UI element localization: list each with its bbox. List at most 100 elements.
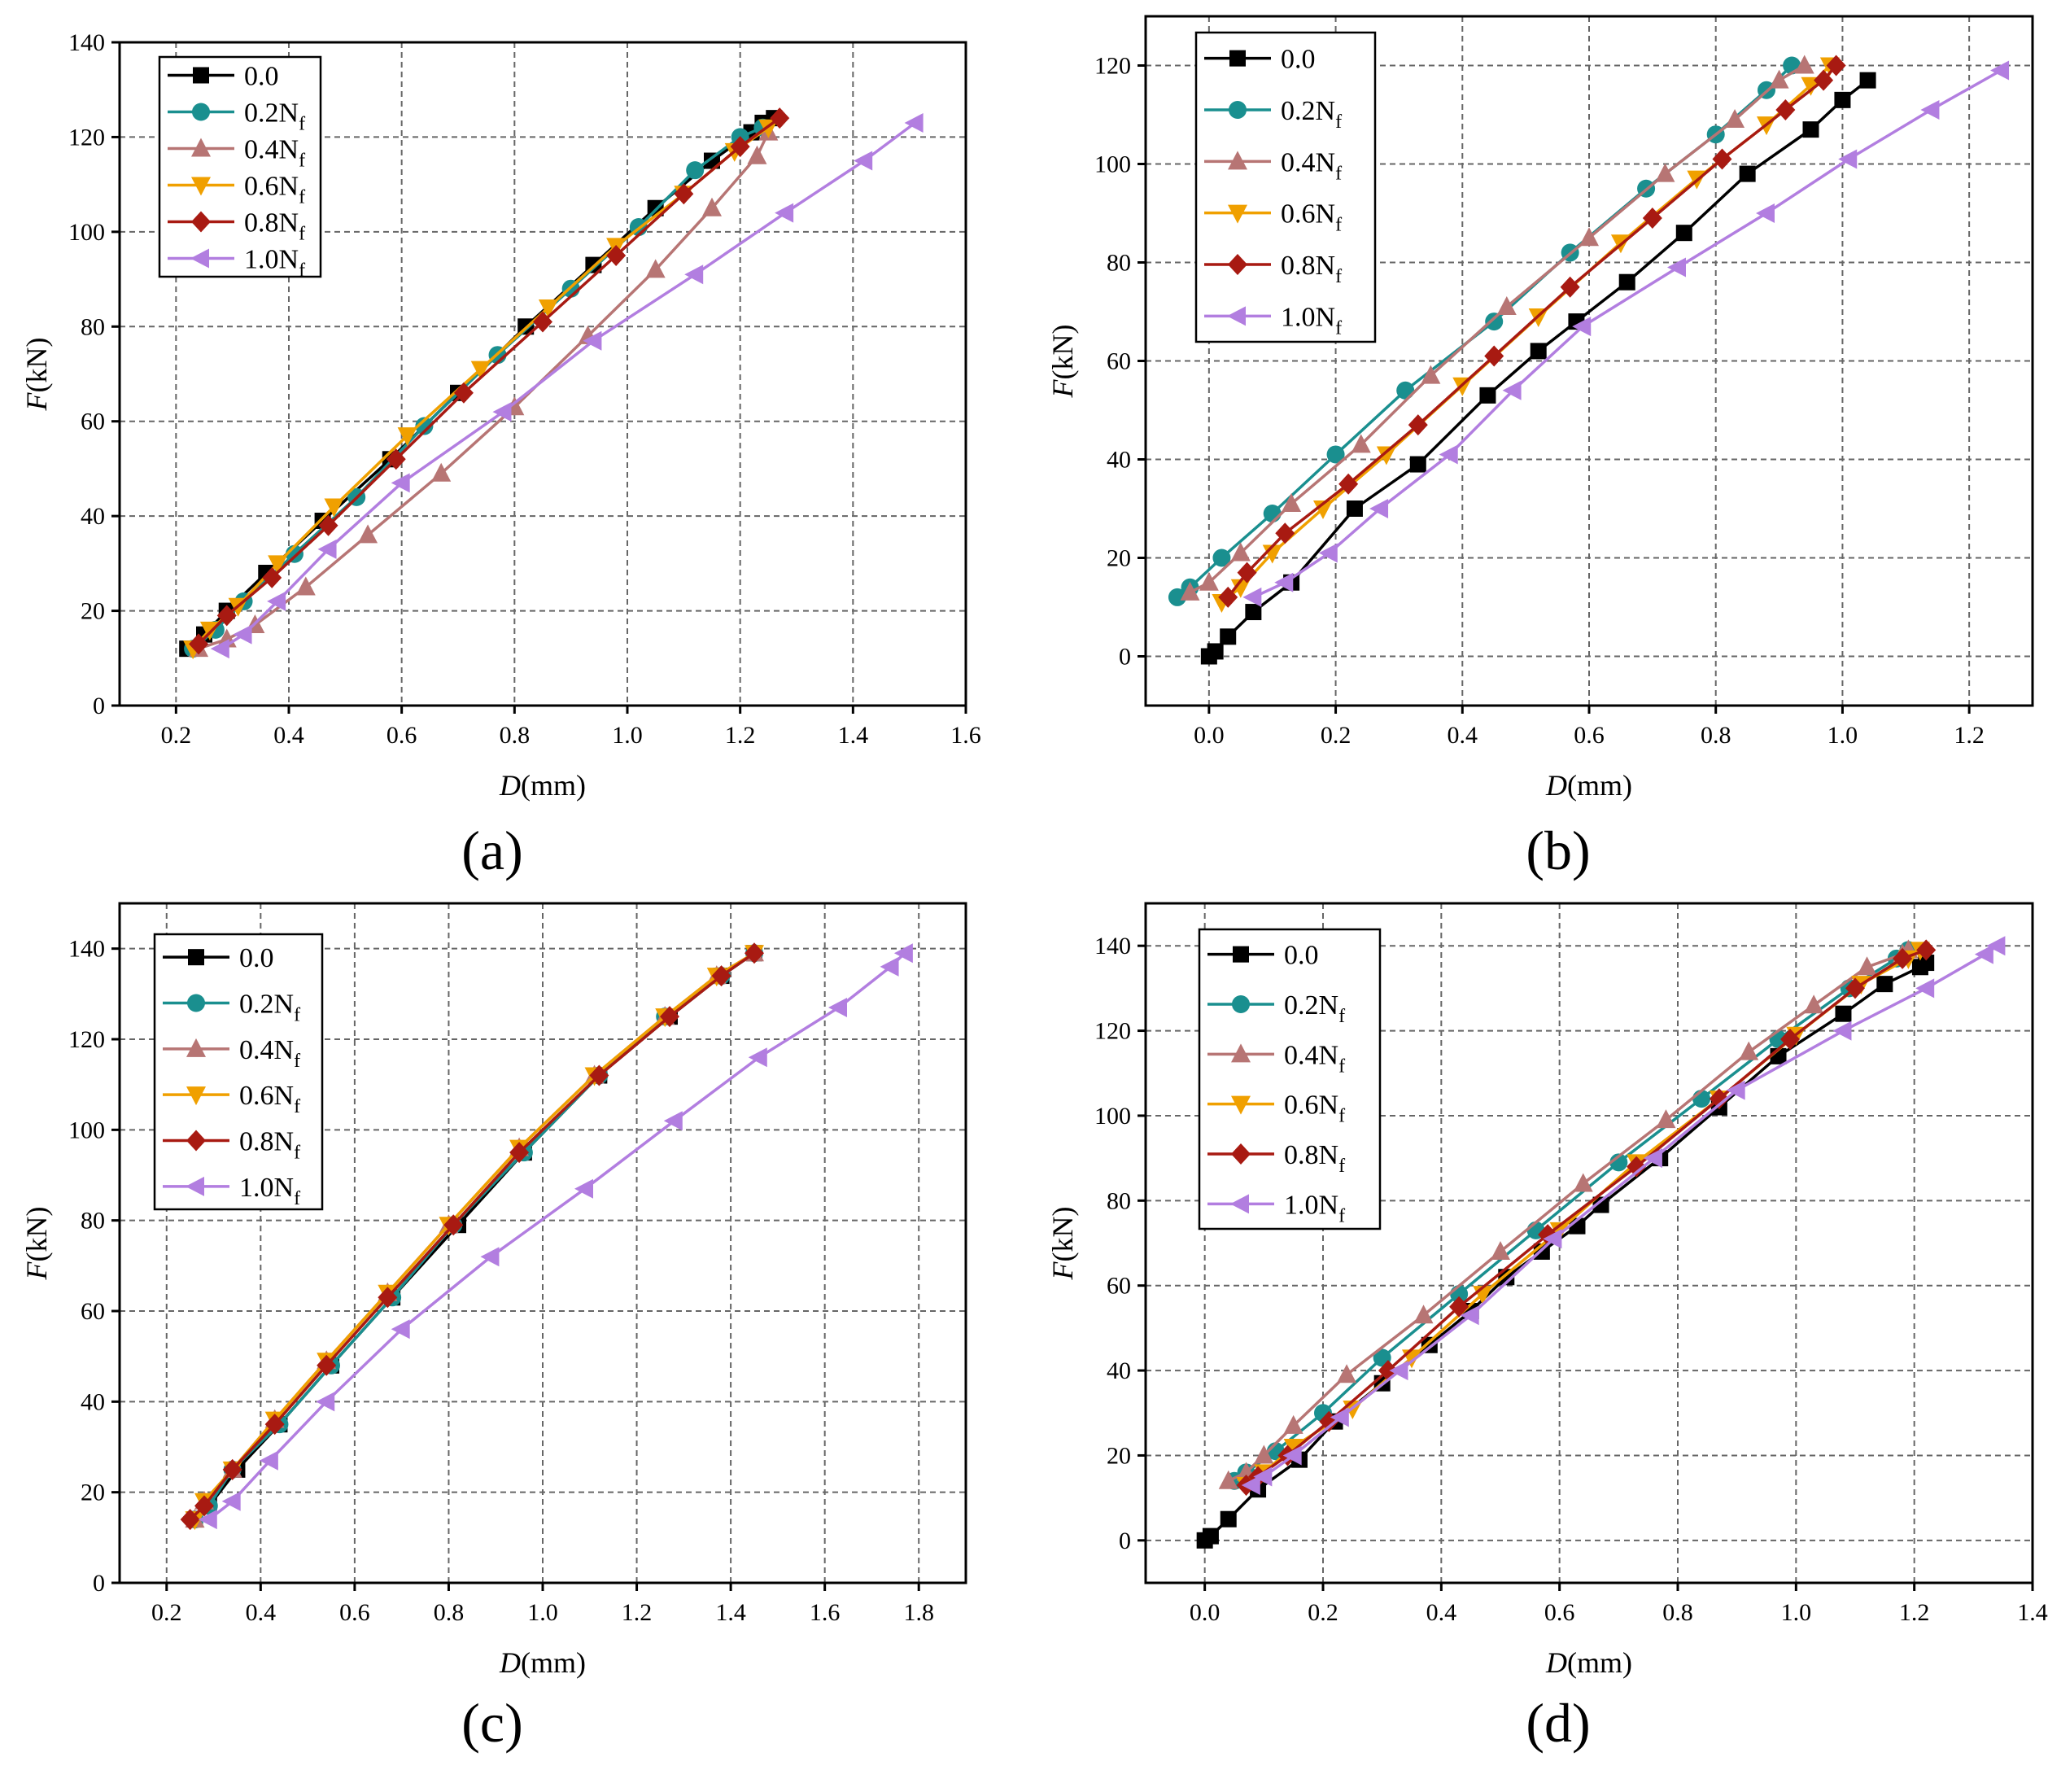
- data-point-0.0: [1739, 165, 1756, 182]
- data-point-0.6Nf: [1313, 500, 1333, 519]
- data-point-1.0Nf: [1439, 444, 1458, 465]
- x-tick-label: 0.8: [434, 1599, 465, 1626]
- panel-label: (d): [1526, 1692, 1590, 1754]
- x-tick-label: 0.6: [339, 1599, 370, 1626]
- data-point-1.0Nf: [663, 1111, 683, 1131]
- data-point-1.0Nf: [1502, 380, 1522, 400]
- data-point-1.0Nf: [1543, 1229, 1562, 1249]
- legend-label-subscript: f: [294, 1051, 300, 1072]
- legend-marker-0.4Nf: [191, 138, 211, 157]
- data-point-0.8Nf: [730, 136, 750, 158]
- data-point-0.8Nf: [1916, 939, 1937, 961]
- data-point-1.0Nf: [904, 112, 924, 133]
- data-point-0.0: [1859, 72, 1876, 89]
- data-point-1.0Nf: [198, 1510, 217, 1530]
- data-point-1.0Nf: [480, 1247, 500, 1267]
- legend-label-0.6Nf: 0.6Nf: [239, 1081, 300, 1117]
- panel-label: (a): [461, 820, 522, 881]
- legend-marker-0.6Nf: [191, 177, 211, 196]
- y-tick-label: 100: [68, 219, 105, 246]
- x-tick-label: 0.6: [1544, 1599, 1575, 1626]
- data-point-0.8Nf: [453, 382, 474, 404]
- legend-label-0.8Nf: 0.8Nf: [1281, 251, 1342, 287]
- legend-label-subscript: f: [299, 114, 305, 135]
- data-point-1.0Nf: [854, 151, 873, 171]
- legend-label-0.0: 0.0: [244, 62, 279, 92]
- legend-label-subscript: f: [1338, 1205, 1345, 1226]
- data-point-0.8Nf: [386, 448, 406, 470]
- data-point-0.6Nf: [1230, 579, 1251, 598]
- data-point-0.4Nf: [1491, 1240, 1510, 1260]
- x-axis-title: D(mm): [1545, 769, 1632, 802]
- data-point-0.4Nf: [1282, 492, 1302, 512]
- legend-label-base: 0.6N: [239, 1081, 294, 1111]
- legend-label-subscript: f: [299, 187, 305, 208]
- data-point-0.2Nf: [686, 161, 705, 180]
- legend-box: [158, 55, 322, 278]
- data-point-0.8Nf: [1560, 276, 1580, 298]
- y-tick-label: 40: [81, 503, 105, 530]
- y-tick-label: 40: [1107, 447, 1131, 474]
- data-point-1.0Nf: [1915, 978, 1935, 999]
- x-tick-label: 0.2: [1308, 1599, 1338, 1626]
- data-point-0.4Nf: [1857, 956, 1877, 976]
- legend-box: [153, 933, 324, 1211]
- y-axis-title-symbol: F: [1046, 1261, 1079, 1280]
- data-point-0.8Nf: [1845, 977, 1865, 999]
- legend-box: [1198, 928, 1382, 1230]
- data-point-0.4Nf: [1804, 994, 1824, 1014]
- data-point-0.8Nf: [189, 633, 209, 655]
- data-point-0.8Nf: [589, 1064, 609, 1086]
- data-point-1.0Nf: [1920, 99, 1940, 120]
- legend-label-0.0: 0.0: [239, 943, 274, 973]
- legend-label-base: 0.0: [1284, 941, 1319, 971]
- series-line-0.4Nf: [1227, 948, 1910, 1483]
- data-point-0.0: [1409, 456, 1426, 473]
- data-point-1.0Nf: [1756, 203, 1775, 223]
- data-point-0.0: [1592, 1196, 1609, 1213]
- legend-label-1.0Nf: 1.0Nf: [1284, 1190, 1345, 1226]
- data-point-1.0Nf: [492, 402, 512, 422]
- data-point-0.2Nf: [1396, 381, 1415, 400]
- data-point-1.0Nf: [1318, 543, 1338, 563]
- x-tick-label: 1.4: [715, 1599, 746, 1626]
- data-point-0.8Nf: [262, 566, 282, 588]
- x-tick-label: 0.8: [1701, 722, 1731, 749]
- y-tick-label: 120: [68, 124, 105, 151]
- data-point-1.0Nf: [684, 264, 704, 285]
- x-tick-label: 0.8: [1662, 1599, 1693, 1626]
- data-point-0.8Nf: [318, 514, 338, 536]
- data-point-1.0Nf: [233, 624, 252, 645]
- x-tick-label: 1.4: [838, 722, 869, 749]
- legend-label-subscript: f: [294, 1188, 300, 1209]
- data-point-0.4Nf: [1199, 571, 1219, 591]
- data-point-0.0: [1245, 604, 1262, 621]
- data-point-0.0: [1346, 500, 1363, 517]
- data-point-0.4Nf: [702, 197, 722, 216]
- y-tick-label: 0: [93, 693, 105, 719]
- data-point-0.8Nf: [1449, 1296, 1469, 1318]
- y-tick-label: 0: [93, 1570, 105, 1597]
- legend-label-subscript: f: [1335, 266, 1342, 287]
- data-point-0.4Nf: [1656, 1109, 1676, 1129]
- y-tick-label: 140: [68, 29, 105, 56]
- legend-marker-0.8Nf: [186, 1130, 206, 1152]
- legend-label-0.0: 0.0: [1281, 45, 1316, 75]
- data-point-1.0Nf: [1253, 1466, 1273, 1487]
- data-point-0.0: [1675, 225, 1692, 242]
- data-point-0.8Nf: [1338, 473, 1359, 495]
- data-point-0.4Nf: [295, 576, 316, 596]
- data-point-1.0Nf: [1726, 1080, 1745, 1100]
- data-point-0.4Nf: [1573, 1173, 1593, 1192]
- legend-label-base: 0.8N: [1281, 251, 1335, 281]
- legend-label-subscript: f: [1335, 215, 1342, 236]
- legend-label-subscript: f: [1338, 1056, 1345, 1077]
- data-point-0.0: [1834, 91, 1851, 108]
- data-point-1.0Nf: [1667, 257, 1686, 278]
- legend-label-subscript: f: [1335, 111, 1342, 133]
- y-axis-title: F(kN): [20, 1207, 53, 1281]
- y-tick-label: 60: [1107, 348, 1131, 375]
